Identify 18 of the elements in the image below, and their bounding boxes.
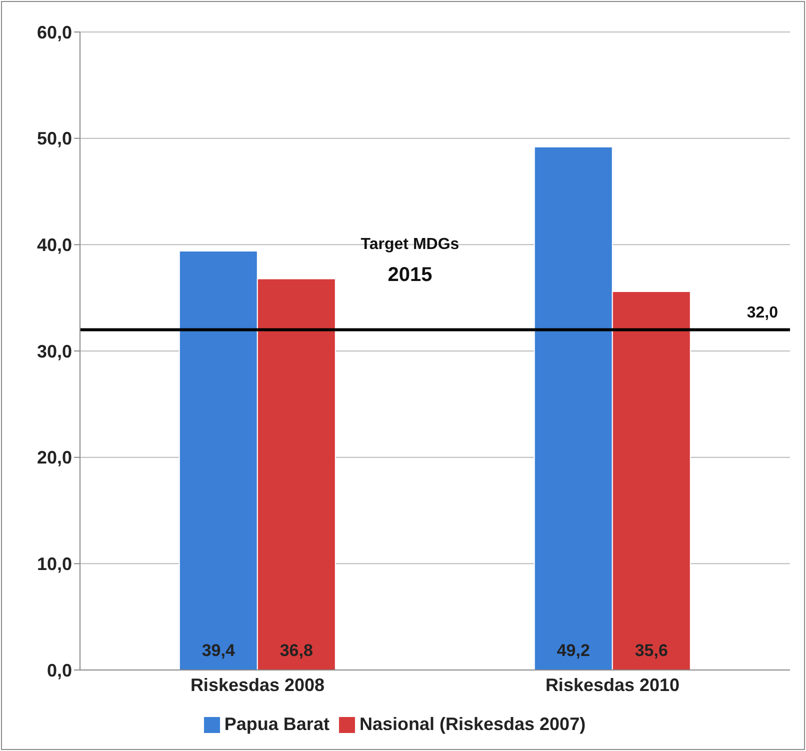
- y-tick-label: 0,0: [46, 660, 72, 680]
- y-tick-label: 20,0: [36, 448, 72, 468]
- ref-line-label: 32,0: [746, 304, 778, 322]
- legend-label: Papua Barat: [224, 714, 330, 734]
- y-tick-label: 10,0: [36, 554, 72, 574]
- x-tick-label: Riskesdas 2008: [190, 674, 325, 695]
- y-tick-label: 60,0: [36, 22, 72, 42]
- annotation: 2015: [386, 264, 434, 287]
- y-tick-label: 40,0: [36, 235, 72, 256]
- data-label: 39,4: [202, 641, 236, 660]
- y-tick-label: 50,0: [36, 128, 72, 149]
- data-label: 36,8: [280, 641, 313, 660]
- data-label: 35,6: [634, 641, 668, 660]
- y-tick-label: 30,0: [36, 341, 72, 362]
- x-tick-label: Riskesdas 2010: [545, 674, 680, 695]
- data-label: 49,2: [556, 641, 590, 660]
- legend-label: Nasional (Riskesdas 2007): [359, 714, 586, 734]
- annotation: Target MDGs: [360, 236, 460, 254]
